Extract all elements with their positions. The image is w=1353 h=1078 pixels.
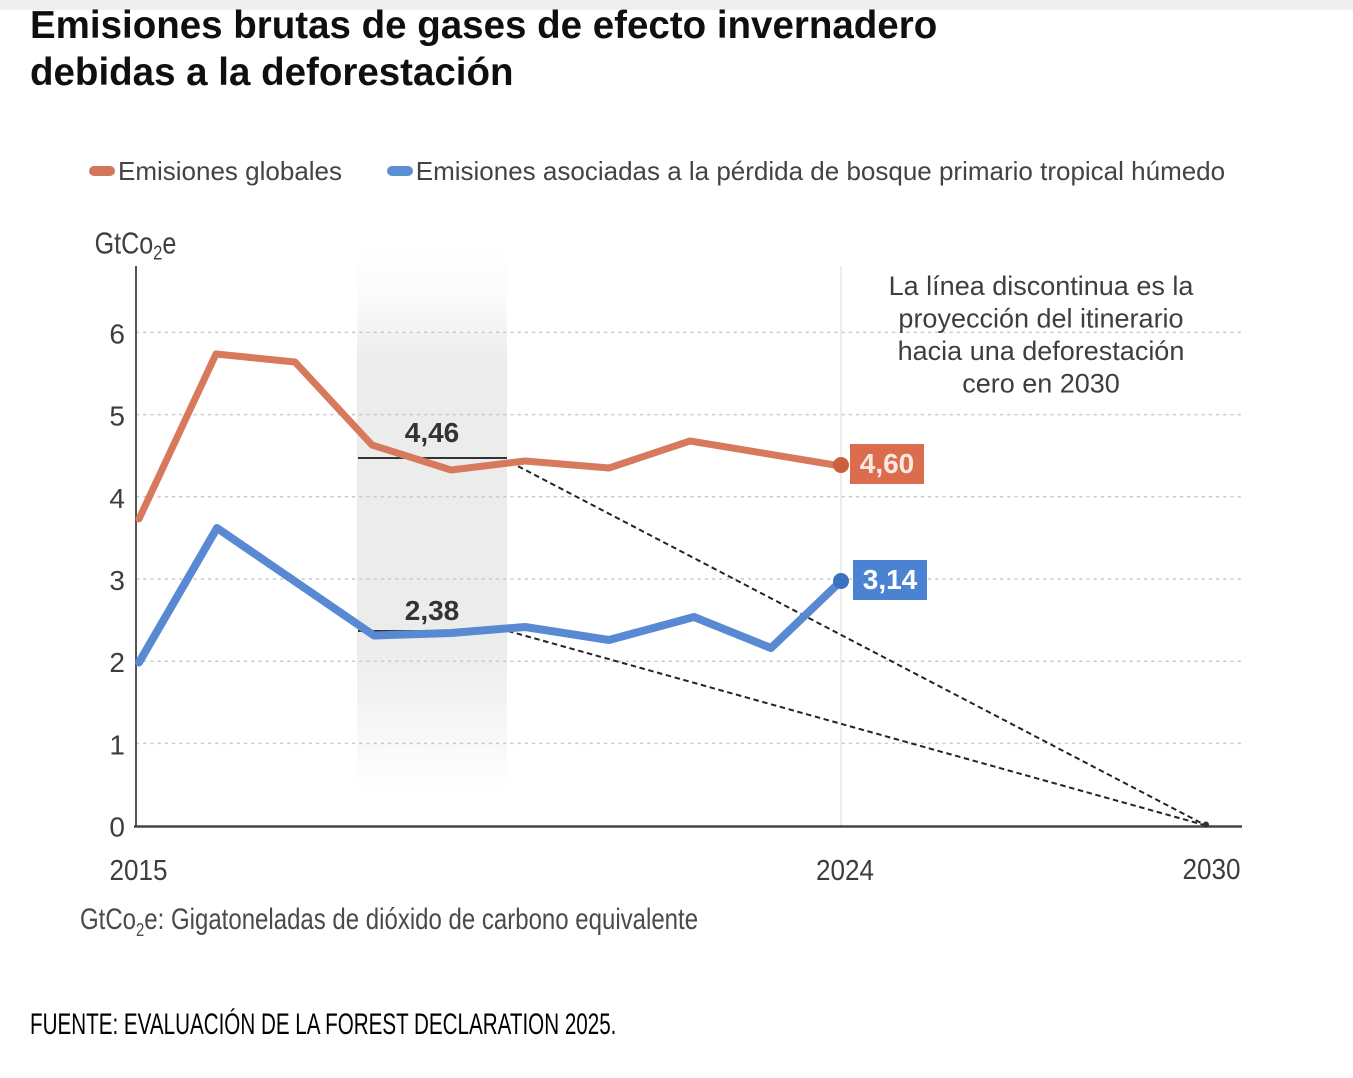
svg-text:hacia una deforestación: hacia una deforestación	[898, 336, 1185, 366]
svg-text:6: 6	[109, 318, 125, 349]
svg-text:2030: 2030	[1183, 854, 1241, 886]
svg-text:La línea discontinua es la: La línea discontinua es la	[889, 271, 1195, 301]
svg-text:3,14: 3,14	[863, 564, 918, 595]
svg-text:4,46: 4,46	[405, 417, 460, 448]
svg-text:proyección del itinerario: proyección del itinerario	[898, 304, 1183, 334]
svg-text:3: 3	[109, 565, 125, 596]
svg-text:4,60: 4,60	[860, 448, 915, 479]
svg-text:2024: 2024	[816, 855, 874, 887]
svg-text:2,38: 2,38	[405, 595, 460, 626]
svg-text:GtCo2e: GtCo2e	[95, 225, 177, 264]
svg-text:2: 2	[109, 647, 125, 678]
svg-text:5: 5	[109, 401, 125, 432]
svg-text:1: 1	[109, 729, 125, 760]
svg-text:cero en 2030: cero en 2030	[962, 369, 1120, 399]
svg-text:2015: 2015	[110, 855, 168, 887]
svg-text:0: 0	[109, 812, 125, 843]
svg-text:4: 4	[109, 483, 125, 514]
